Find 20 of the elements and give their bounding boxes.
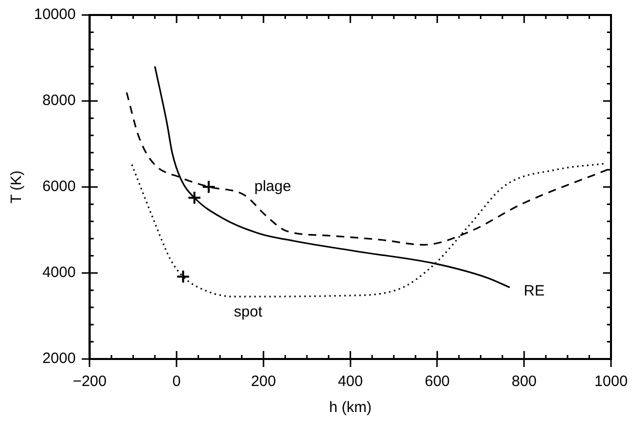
series-label: spot [234,304,264,321]
x-tick-label: 600 [424,373,450,390]
y-axis-title: T (K) [8,170,26,204]
point [176,270,190,284]
y-tick-label: 4000 [42,264,76,282]
x-tick-label: 1000 [594,373,628,390]
x-tick-label: 200 [250,373,276,390]
x-tick-label: −200 [72,373,107,390]
x-axis-title: h (km) [329,399,372,416]
y-tick-label: 2000 [42,350,76,368]
series-label: plage [254,178,292,196]
y-tick-label: 6000 [42,178,76,196]
x-tick-label: 800 [512,373,537,390]
x-tick-label: 0 [172,373,181,390]
point [187,190,202,205]
point [202,180,216,194]
y-tick-label: 8000 [42,92,76,110]
y-tick-label: 10000 [34,6,76,24]
series-label: RE [524,282,545,300]
x-tick-label: 400 [338,373,363,390]
